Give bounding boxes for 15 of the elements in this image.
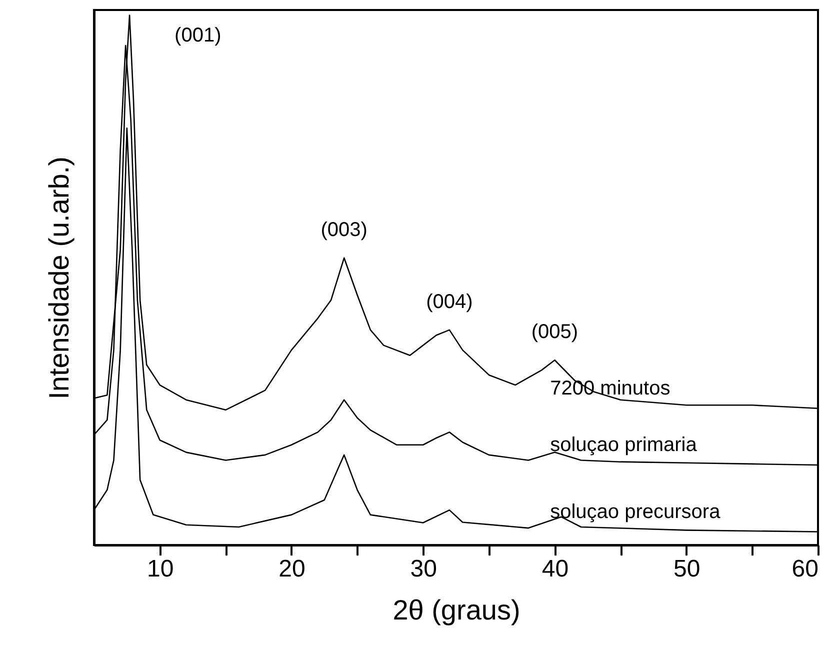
x-axis-title: 2θ (graus) — [392, 594, 520, 626]
series-label: 7200 minutos — [550, 377, 670, 400]
annotation: (001) — [174, 24, 222, 46]
x-tick-label: 30 — [410, 556, 437, 582]
x-tick-label: 60 — [792, 556, 818, 582]
x-tick-label: 50 — [674, 556, 700, 582]
series-label: soluçao precursora — [550, 500, 722, 523]
x-tick-label: 40 — [542, 556, 569, 582]
annotation: (004) — [426, 290, 473, 313]
annotation: (005) — [531, 321, 578, 344]
annotation: (003) — [320, 218, 368, 241]
y-axis-title: Intensidade (u.arb.) — [44, 156, 74, 400]
x-tick-label: 10 — [146, 556, 174, 582]
x-tick-label: 20 — [278, 556, 306, 582]
series-label: soluçao primaria — [550, 434, 698, 456]
